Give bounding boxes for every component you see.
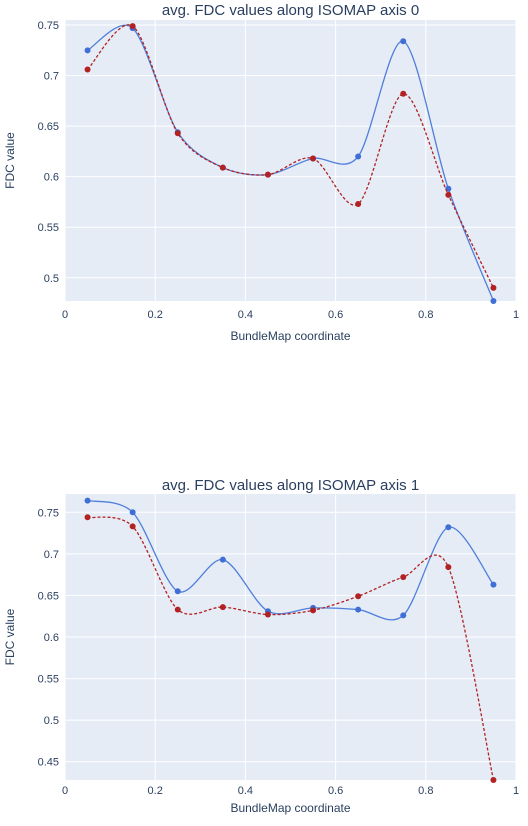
- data-point[interactable]: [174, 588, 181, 595]
- data-point[interactable]: [129, 523, 136, 530]
- y-axis-title: FDC value: [3, 132, 17, 189]
- data-point[interactable]: [400, 38, 407, 45]
- data-point[interactable]: [129, 23, 136, 30]
- series-1: [84, 514, 497, 783]
- x-tick-label: 0.2: [148, 309, 163, 321]
- data-point[interactable]: [400, 612, 407, 619]
- data-point[interactable]: [400, 90, 407, 97]
- data-point[interactable]: [219, 604, 226, 611]
- y-tick-label: 0.65: [38, 121, 59, 133]
- data-point[interactable]: [310, 155, 317, 162]
- data-point[interactable]: [445, 191, 452, 198]
- x-tick-label: 0.6: [328, 309, 343, 321]
- x-tick-label: 0.6: [328, 785, 343, 797]
- gridlines: [64, 494, 517, 780]
- gridlines: [64, 20, 517, 301]
- chart-title: avg. FDC values along ISOMAP axis 0: [162, 2, 419, 19]
- x-tick-label: 0.8: [418, 309, 433, 321]
- data-point[interactable]: [129, 509, 136, 516]
- data-point[interactable]: [445, 564, 452, 571]
- series-1: [84, 23, 497, 291]
- chart-axis-0: 0 0.2 0.4 0.6 0.8 1 0.5 0.55 0.6 0.65 0.7 0.75 avg. …: [3, 2, 519, 343]
- data-point[interactable]: [174, 130, 181, 137]
- y-tick-label: 0.75: [38, 20, 59, 32]
- y-tick-label: 0.6: [44, 632, 59, 644]
- x-tick-label: 1: [513, 785, 519, 797]
- x-tick-label: 0.2: [148, 785, 163, 797]
- x-tick-label: 0.4: [238, 785, 253, 797]
- x-tick-label: 1: [513, 309, 519, 321]
- data-point[interactable]: [219, 164, 226, 171]
- x-tick-label: 0.8: [418, 785, 433, 797]
- y-tick-label: 0.5: [44, 273, 59, 285]
- data-point[interactable]: [84, 47, 91, 54]
- data-point[interactable]: [84, 514, 91, 521]
- y-tick-label: 0.75: [38, 507, 59, 519]
- data-point[interactable]: [490, 298, 497, 304]
- data-point[interactable]: [355, 606, 362, 613]
- x-axis-title: BundleMap coordinate: [230, 801, 350, 815]
- data-point[interactable]: [84, 497, 91, 504]
- series-line: [87, 500, 494, 621]
- y-tick-label: 0.5: [44, 715, 59, 727]
- y-tick-label: 0.6: [44, 172, 59, 184]
- data-point[interactable]: [355, 153, 362, 160]
- plot-area: [65, 20, 516, 301]
- data-point[interactable]: [174, 606, 181, 613]
- data-point[interactable]: [400, 574, 407, 581]
- data-point[interactable]: [310, 607, 317, 614]
- y-tick-label: 0.45: [38, 757, 59, 769]
- chart-axis-1: 0 0.2 0.4 0.6 0.8 1 0.45 0.5 0.55 0.6 0.65 0.7 0.75 a…: [3, 478, 519, 815]
- data-point[interactable]: [355, 200, 362, 207]
- data-point[interactable]: [445, 524, 452, 531]
- data-point[interactable]: [355, 593, 362, 600]
- x-axis-title: BundleMap coordinate: [230, 329, 350, 343]
- data-point[interactable]: [490, 284, 497, 291]
- x-tick-label: 0: [62, 785, 68, 797]
- x-tick-label: 0.4: [238, 309, 253, 321]
- data-point[interactable]: [490, 777, 497, 783]
- y-tick-label: 0.7: [44, 71, 59, 83]
- chart-title: avg. FDC values along ISOMAP axis 1: [162, 478, 419, 494]
- data-point[interactable]: [264, 611, 271, 618]
- y-tick-label: 0.55: [38, 222, 59, 234]
- data-point[interactable]: [264, 171, 271, 178]
- y-tick-label: 0.65: [38, 590, 59, 602]
- y-axis-title: FDC value: [3, 608, 17, 665]
- data-point[interactable]: [84, 66, 91, 73]
- y-tick-label: 0.7: [44, 549, 59, 561]
- x-tick-label: 0: [62, 309, 68, 321]
- y-tick-label: 0.55: [38, 674, 59, 686]
- data-point[interactable]: [219, 556, 226, 563]
- data-point[interactable]: [490, 581, 497, 588]
